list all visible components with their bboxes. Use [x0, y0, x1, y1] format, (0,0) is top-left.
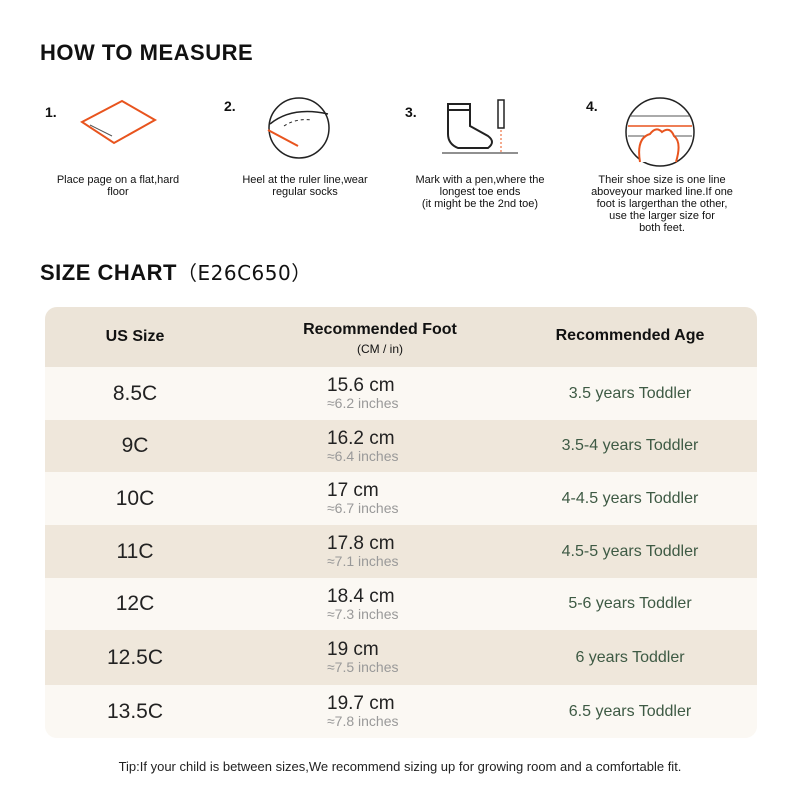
cell: 13.5C: [45, 685, 225, 738]
icon-heel: [267, 97, 330, 159]
table-row: 12.5C 19 cm ≈7.5 inches 6 years Toddler: [45, 630, 757, 685]
cell: 3.5 years Toddler: [515, 367, 745, 420]
table-row: 9C 16.2 cm ≈6.4 inches 3.5-4 years Toddler: [45, 420, 757, 472]
cell: 6 years Toddler: [515, 630, 745, 685]
foot-inches: ≈6.2 inches: [327, 395, 399, 411]
size-chart-title: SIZE CHART（E26C650）: [40, 257, 312, 286]
foot-inches: ≈6.7 inches: [327, 500, 399, 516]
age: 3.5-4 years Toddler: [561, 437, 699, 454]
cell: 4.5-5 years Toddler: [515, 525, 745, 578]
us-size: 13.5C: [106, 699, 164, 723]
cell: 15.6 cm ≈6.2 inches: [255, 367, 505, 420]
cell: 17 cm ≈6.7 inches: [255, 472, 505, 525]
foot-cm: 19.7 cm: [327, 693, 395, 714]
foot-inches: ≈7.8 inches: [327, 713, 399, 729]
cell: 18.4 cm ≈7.3 inches: [255, 578, 505, 630]
cell: 12C: [45, 578, 225, 630]
header-sub: (CM / in): [357, 342, 403, 356]
model-code: （E26C650）: [177, 261, 312, 285]
table-row: 8.5C 15.6 cm ≈6.2 inches 3.5 years Toddler: [45, 367, 757, 420]
us-size: 12C: [115, 592, 155, 615]
cell: 8.5C: [45, 367, 225, 420]
us-size: 11C: [116, 539, 154, 563]
size-table: US Size Recommended Foot (CM / in) Recomm…: [45, 307, 757, 738]
age: 6 years Toddler: [575, 648, 685, 666]
foot-inches: ≈6.4 inches: [327, 447, 399, 464]
us-size: 10C: [115, 486, 155, 510]
foot-cm: 17.8 cm: [327, 533, 395, 554]
cell: 5-6 years Toddler: [515, 578, 745, 630]
header: Recommended Foot: [303, 321, 457, 338]
header: Recommended Age: [555, 327, 705, 344]
measure-title: HOW TO MEASURE: [40, 40, 254, 65]
cell: 12.5C: [45, 630, 225, 685]
cell: 11C: [45, 525, 225, 578]
step-number: 4.: [586, 98, 598, 114]
cell: 3.5-4 years Toddler: [515, 420, 745, 472]
age: 4.5-5 years Toddler: [561, 542, 699, 560]
us-size: 9C: [121, 434, 149, 457]
age: 6.5 years Toddler: [568, 702, 692, 720]
step-caption: Mark with a pen,where the longest toe end…: [415, 174, 545, 210]
foot-inches: ≈7.3 inches: [327, 605, 399, 622]
age: 5-6 years Toddler: [568, 595, 692, 612]
tip: Tip:If your child is between sizes,We re…: [118, 759, 682, 774]
cell: 10C: [45, 472, 225, 525]
step-number: 3.: [405, 104, 417, 120]
step-number: 2.: [224, 98, 236, 114]
cell: 4-4.5 years Toddler: [515, 472, 745, 525]
us-size: 8.5C: [112, 381, 158, 405]
us-size: 12.5C: [106, 645, 164, 669]
foot-inches: ≈7.1 inches: [327, 553, 399, 569]
header: US Size: [105, 328, 165, 345]
icon-sock-pen: [442, 99, 518, 154]
cell: 17.8 cm ≈7.1 inches: [255, 525, 505, 578]
icon-page: [80, 99, 158, 145]
foot-cm: 19 cm: [327, 639, 379, 660]
icon-lines: [625, 97, 695, 167]
step-caption: Heel at the ruler line,wear regular socks: [242, 174, 368, 198]
foot-cm: 15.6 cm: [327, 375, 395, 396]
foot-cm: 18.4 cm: [327, 585, 395, 607]
table-row: 13.5C 19.7 cm ≈7.8 inches 6.5 years Toddler: [45, 685, 757, 738]
table-row: 11C 17.8 cm ≈7.1 inches 4.5-5 years Toddler: [45, 525, 757, 578]
header-row: US Size Recommended Foot (CM / in) Recomm…: [45, 307, 757, 367]
cell: 9C: [45, 420, 225, 472]
foot-inches: ≈7.5 inches: [327, 659, 399, 675]
step-number: 1.: [45, 104, 57, 120]
table-row: 10C 17 cm ≈6.7 inches 4-4.5 years Toddler: [45, 472, 757, 525]
age: 3.5 years Toddler: [568, 384, 692, 402]
cell: 19 cm ≈7.5 inches: [255, 630, 505, 685]
foot-cm: 16.2 cm: [327, 427, 395, 449]
foot-cm: 17 cm: [327, 480, 379, 501]
step-caption: Place page on a flat,hard floor: [56, 174, 180, 198]
cell: 6.5 years Toddler: [515, 685, 745, 738]
cell: 19.7 cm ≈7.8 inches: [255, 685, 505, 738]
step-caption: Their shoe size is one line aboveyour mar…: [591, 174, 733, 234]
table-row: 12C 18.4 cm ≈7.3 inches 5-6 years Toddler: [45, 578, 757, 630]
cell: 16.2 cm ≈6.4 inches: [255, 420, 505, 472]
age: 4-4.5 years Toddler: [561, 489, 699, 507]
title-text: SIZE CHART: [40, 260, 177, 285]
